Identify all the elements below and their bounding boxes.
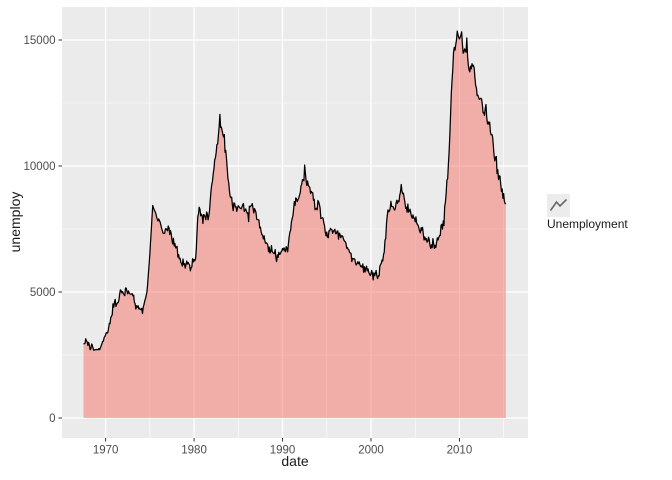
unemployment-line — [83, 30, 507, 351]
y-axis-title: unemploy — [7, 191, 23, 253]
legend-item-label: Unemployment — [547, 217, 628, 231]
x-tick-label: 2010 — [447, 445, 473, 457]
x-tick-label: 1970 — [93, 445, 119, 457]
legend: fill Unemployment — [547, 194, 628, 231]
x-tick-label: 1980 — [181, 445, 207, 457]
y-tick-label: 15000 — [24, 35, 56, 47]
y-tick-label: 5000 — [30, 287, 56, 299]
y-tick-label: 0 — [49, 413, 55, 425]
unemployment-area — [83, 31, 506, 418]
x-tick-label: 2000 — [358, 445, 384, 457]
x-tick-label: 1990 — [270, 445, 296, 457]
area-series-key-icon — [547, 194, 570, 217]
y-tick-label: 10000 — [24, 161, 56, 173]
x-axis-title: date — [281, 453, 309, 469]
legend-item-unemployment[interactable]: Unemployment — [547, 194, 628, 231]
